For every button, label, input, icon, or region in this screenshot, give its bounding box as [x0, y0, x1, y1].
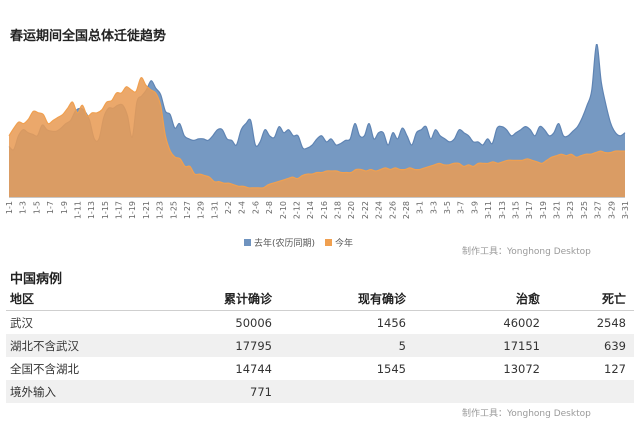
- x-tick-label: 3-13: [498, 201, 507, 219]
- legend-swatch-last-year: [244, 239, 251, 246]
- x-tick-label: 1-19: [128, 201, 137, 219]
- cell-confirmed: 17795: [235, 338, 272, 353]
- cell-current: 1456: [376, 315, 406, 330]
- x-tick-label: 1-7: [46, 201, 55, 214]
- cell-region: 全国不含湖北: [10, 361, 79, 376]
- table-title: 中国病例: [10, 272, 63, 287]
- x-tick-label: 1-11: [73, 201, 82, 219]
- x-tick-label: 2-2: [224, 201, 233, 214]
- cell-deaths: 127: [604, 361, 626, 376]
- cell-deaths: 639: [604, 338, 626, 353]
- x-tick-label: 2-8: [265, 201, 274, 214]
- legend-label-this-year: 今年: [335, 239, 354, 249]
- table-row: 全国不含湖北 14744 1545 13072 127: [6, 357, 634, 380]
- x-tick-label: 3-5: [443, 201, 452, 214]
- x-tick-label: 1-27: [183, 201, 192, 219]
- x-tick-label: 1-1: [5, 201, 14, 214]
- x-tick-label: 2-4: [238, 201, 247, 214]
- x-tick-label: 1-31: [210, 201, 219, 219]
- x-tick-label: 2-26: [388, 201, 397, 219]
- legend-item-last-year[interactable]: 去年(农历同期): [244, 236, 315, 249]
- legend-swatch-this-year: [325, 239, 333, 246]
- x-tick-label: 1-21: [142, 201, 151, 219]
- cell-cured: 46002: [503, 315, 540, 330]
- cell-confirmed: 771: [250, 384, 272, 399]
- table-header-row: 地区 累计确诊 现有确诊 治愈 死亡: [6, 286, 634, 311]
- cell-current: [280, 380, 414, 403]
- table-row: 湖北不含武汉 17795 5 17151 639: [6, 334, 634, 357]
- x-tick-label: 2-24: [375, 201, 384, 219]
- x-tick-label: 3-15: [512, 201, 521, 219]
- chart-legend: 去年(农历同期) 今年: [244, 236, 353, 249]
- x-tick-label: 3-9: [470, 201, 479, 214]
- cell-deaths: [548, 380, 634, 403]
- x-tick-label: 2-22: [361, 201, 370, 219]
- x-tick-label: 3-27: [594, 201, 603, 219]
- x-tick-label: 3-31: [621, 201, 630, 219]
- x-tick-label: 1-15: [101, 201, 110, 219]
- cell-confirmed: 14744: [235, 361, 272, 376]
- legend-item-this-year[interactable]: 今年: [325, 236, 353, 249]
- cell-cured: 13072: [503, 361, 540, 376]
- x-tick-label: 2-14: [306, 201, 315, 219]
- x-tick-label: 1-3: [19, 201, 28, 214]
- x-tick-label: 2-10: [279, 201, 288, 219]
- cell-current: 5: [398, 338, 406, 353]
- x-tick-label: 2-6: [251, 201, 260, 214]
- table-credit: 制作工具：Yonghong Desktop: [462, 409, 591, 419]
- x-tick-label: 2-28: [402, 201, 411, 219]
- legend-label-last-year: 去年(农历同期): [254, 239, 316, 249]
- header-confirmed: 累计确诊: [161, 286, 280, 311]
- header-current: 现有确诊: [280, 286, 414, 311]
- x-tick-label: 1-29: [197, 201, 206, 219]
- cell-cured: [414, 380, 548, 403]
- table-row: 武汉 50006 1456 46002 2548: [6, 311, 634, 335]
- case-table: 地区 累计确诊 现有确诊 治愈 死亡 武汉 50006 1456 46002 2…: [6, 286, 634, 403]
- cell-region: 武汉: [10, 315, 33, 330]
- x-tick-label: 3-7: [457, 201, 466, 214]
- cell-deaths: 2548: [596, 315, 626, 330]
- x-tick-label: 3-21: [553, 201, 562, 219]
- cell-region: 境外输入: [10, 384, 56, 399]
- cell-confirmed: 50006: [235, 315, 272, 330]
- x-tick-label: 2-20: [347, 201, 356, 219]
- cell-current: 1545: [376, 361, 406, 376]
- x-tick-label: 3-1: [416, 201, 425, 214]
- x-tick-label: 3-23: [566, 201, 575, 219]
- area-series-1[interactable]: [9, 77, 625, 197]
- cell-cured: 17151: [503, 338, 540, 353]
- cell-region: 湖北不含武汉: [10, 338, 79, 353]
- line-series-1: [8, 77, 625, 189]
- table-row: 境外输入 771: [6, 380, 634, 403]
- header-deaths: 死亡: [548, 286, 634, 311]
- x-tick-label: 3-11: [484, 201, 493, 219]
- x-tick-label: 3-17: [525, 201, 534, 219]
- x-tick-label: 2-16: [320, 201, 329, 219]
- x-tick-label: 1-5: [32, 201, 41, 214]
- x-tick-label: 1-25: [169, 201, 178, 219]
- x-tick-label: 1-9: [60, 201, 69, 214]
- x-tick-label: 3-19: [539, 201, 548, 219]
- header-cured: 治愈: [414, 286, 548, 311]
- x-tick-label: 2-18: [334, 201, 343, 219]
- x-tick-label: 1-13: [87, 201, 96, 219]
- migration-trend-chart: 1-1 1-3 1-5 1-7 1-9 1-11 1-13 1-15 1-17 1-19 1-21 1…: [5, 44, 630, 219]
- x-tick-label: 3-29: [607, 201, 616, 219]
- header-region: 地区: [6, 286, 161, 311]
- x-tick-label: 3-25: [580, 201, 589, 219]
- chart-credit: 制作工具：Yonghong Desktop: [462, 247, 591, 257]
- x-tick-label: 2-12: [293, 201, 302, 219]
- x-tick-label: 1-23: [156, 201, 165, 219]
- x-tick-label: 3-3: [429, 201, 438, 214]
- chart-title: 春运期间全国总体迁徙趋势: [10, 29, 167, 44]
- x-tick-label: 1-17: [115, 201, 124, 219]
